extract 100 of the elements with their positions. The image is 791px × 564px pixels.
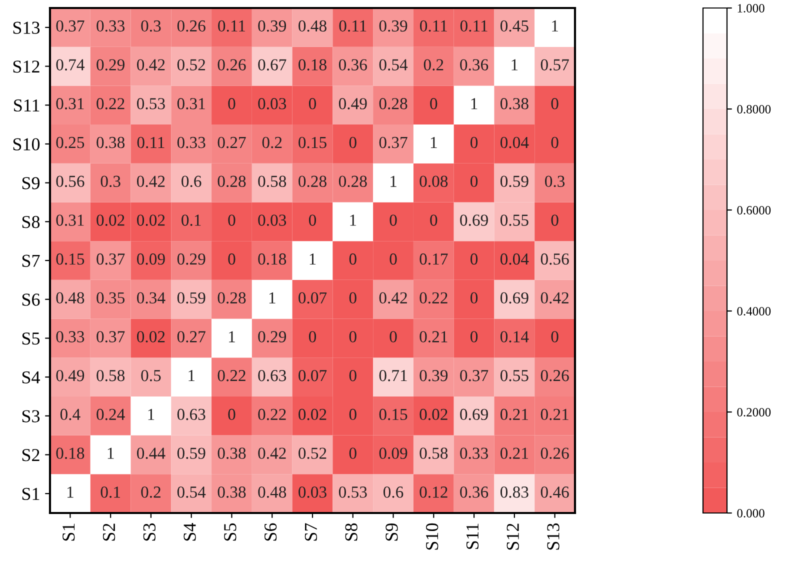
data-label: 0.69	[460, 214, 488, 226]
data-label: 0.21	[500, 408, 528, 420]
data-label: 0.59	[177, 448, 206, 459]
y-tick-label: S8	[22, 216, 40, 228]
color-bar-label: 0.4000	[737, 307, 771, 316]
data-label: 0.5	[141, 370, 161, 382]
data-label: 0.03	[258, 98, 286, 110]
data-label: 0.02	[137, 214, 165, 226]
data-label: 0.48	[298, 20, 326, 32]
data-label: 0.46	[540, 486, 569, 498]
data-label: 0.37	[379, 136, 408, 148]
data-label: 0.28	[298, 176, 326, 188]
data-label: 0.37	[96, 331, 125, 342]
data-label: 1	[269, 292, 276, 304]
data-label: 0.02	[298, 408, 326, 420]
data-label: 0.42	[258, 448, 286, 459]
data-label: 0.11	[460, 20, 488, 32]
data-label: 0.22	[218, 370, 246, 382]
data-label: 0	[551, 331, 558, 342]
data-label: 0.58	[96, 370, 125, 382]
data-label: 1	[188, 370, 195, 382]
data-label: 0	[228, 253, 236, 265]
data-label: 0.38	[500, 98, 528, 110]
data-label: 0.54	[379, 59, 408, 71]
data-label: 0.38	[218, 448, 246, 459]
data-label: 0.18	[258, 253, 286, 265]
data-label: 0.42	[137, 59, 165, 71]
data-label: 0.42	[137, 176, 165, 188]
data-label: 0.55	[500, 214, 528, 226]
data-label: 0	[228, 408, 236, 420]
data-label: 0.49	[338, 98, 367, 110]
y-tick-label: S12	[13, 60, 40, 73]
data-label: 0	[470, 253, 478, 265]
data-label: 0.53	[137, 98, 165, 110]
data-label: 0.26	[218, 59, 246, 71]
data-label: 0.09	[137, 253, 165, 265]
data-label: 0.4	[60, 408, 80, 420]
data-label: 0.34	[137, 292, 166, 304]
data-label: 0.11	[339, 20, 366, 32]
x-tick-label: S7	[304, 523, 318, 541]
data-label: 0.2	[424, 59, 444, 71]
data-label: 0.1	[100, 486, 120, 498]
data-label: 0.26	[540, 370, 569, 382]
color-bar-label: 0.2000	[737, 408, 771, 417]
data-label: 0.18	[56, 448, 84, 459]
data-label: 0.28	[379, 98, 408, 110]
data-label: 0.29	[258, 331, 286, 342]
data-label: 0.15	[379, 408, 408, 420]
data-label: 0	[390, 214, 397, 226]
data-label: 0	[349, 331, 356, 342]
data-label: 0.11	[420, 20, 447, 32]
data-label: 0.37	[460, 370, 488, 382]
data-label: 0.04	[500, 253, 529, 265]
data-label: 0.31	[56, 214, 84, 226]
y-tick-label: S5	[22, 332, 40, 345]
data-label: 0.39	[379, 20, 408, 32]
data-label: 0	[308, 214, 316, 226]
x-tick-label: S13	[547, 523, 560, 550]
data-label: 0.38	[96, 136, 125, 148]
data-label: 0.58	[420, 448, 448, 459]
y-tick-label: S13	[13, 22, 40, 34]
data-label: 0.74	[56, 59, 85, 71]
y-tick-label: S7	[22, 254, 40, 267]
data-label: 0	[390, 331, 397, 342]
data-label: 1	[390, 176, 396, 187]
data-label: 0.08	[420, 176, 448, 188]
data-label: 0.31	[177, 98, 205, 110]
data-label: 0.33	[177, 136, 206, 148]
data-label: 0.39	[420, 370, 448, 382]
data-label: 0.42	[379, 292, 407, 304]
data-label: 0.35	[96, 292, 125, 304]
data-label: 0.12	[420, 486, 448, 498]
data-label: 0.29	[177, 253, 206, 265]
data-label: 1	[552, 20, 558, 32]
data-label: 0.55	[500, 370, 528, 382]
color-bar-label: 1.000	[738, 4, 764, 13]
y-tick-label: S4	[22, 371, 40, 384]
data-label: 0.1	[182, 214, 201, 226]
data-label: 0.15	[56, 253, 84, 265]
data-label: 0.02	[137, 331, 165, 342]
data-label: 0.2	[262, 136, 282, 148]
data-label: 0.2	[141, 486, 160, 498]
data-label: 1	[512, 59, 518, 70]
data-label: 0.52	[177, 59, 206, 71]
data-label: 0.27	[177, 331, 206, 342]
data-label: 0	[551, 98, 558, 110]
data-label: 0.07	[298, 292, 327, 304]
data-label: 0.03	[258, 214, 286, 226]
data-label: 0.37	[56, 20, 84, 32]
x-tick-label: S12	[506, 524, 519, 550]
data-label: 0	[349, 370, 356, 382]
data-label: 0	[308, 331, 316, 342]
y-tick-label: S9	[22, 177, 40, 190]
data-label: 0.69	[500, 292, 528, 304]
data-label: 1	[471, 98, 478, 110]
data-label: 0.3	[545, 176, 565, 188]
data-label: 0.57	[540, 59, 569, 71]
data-label: 0.3	[141, 20, 161, 32]
data-label: 1	[430, 136, 437, 148]
data-label: 0	[349, 292, 356, 304]
